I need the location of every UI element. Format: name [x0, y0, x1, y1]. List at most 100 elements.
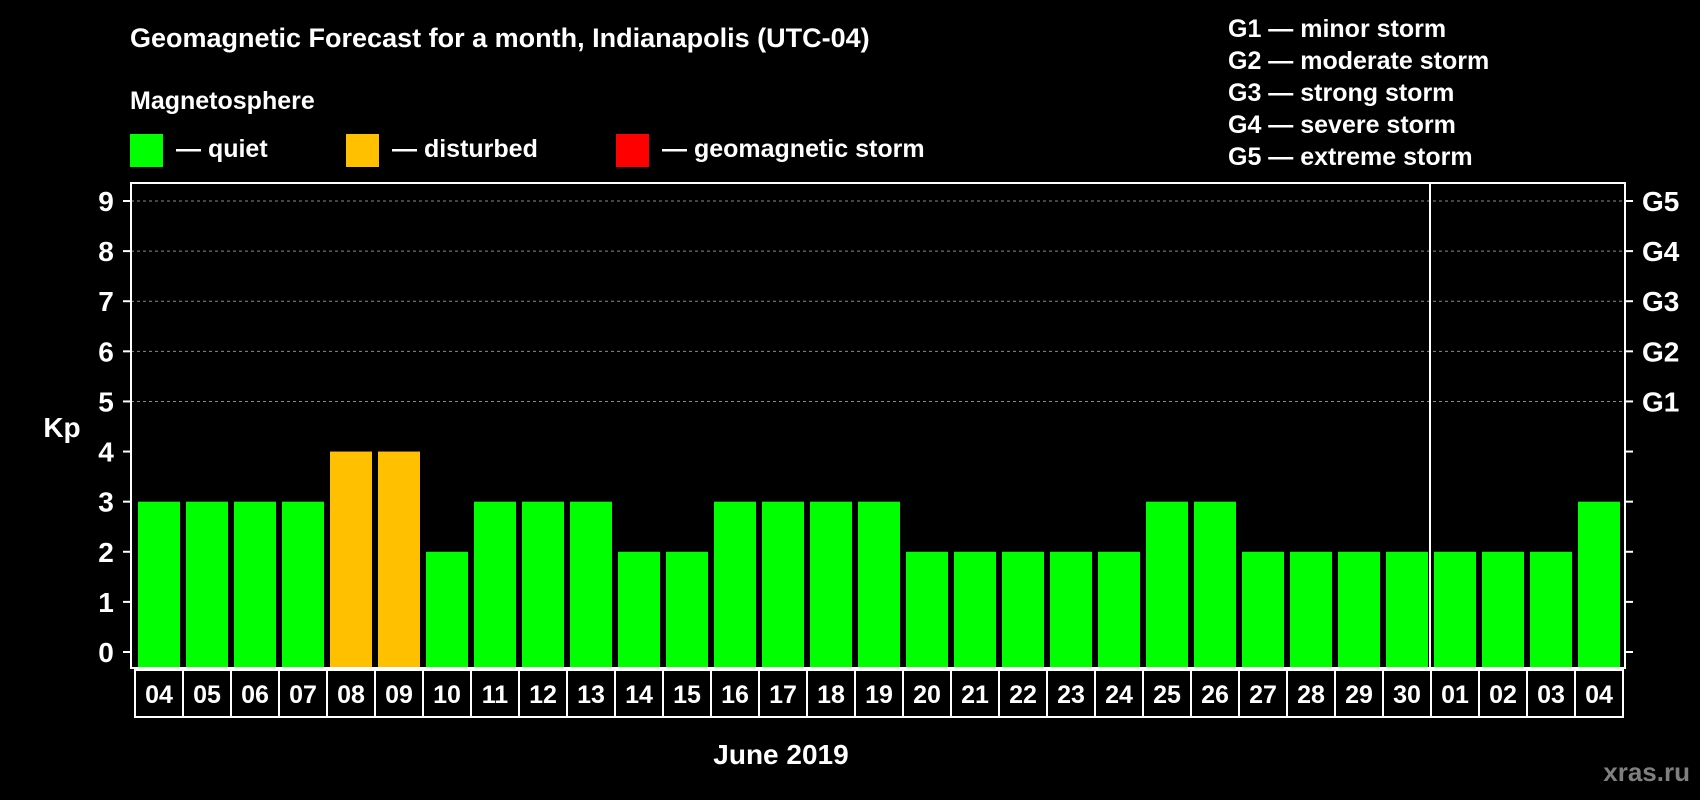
- storm-scale-legend: G1 — minor storm G2 — moderate storm G3 — …: [1228, 15, 1489, 171]
- date-label: 15: [673, 681, 701, 709]
- y-tick-label: 9: [98, 186, 114, 217]
- date-label: 16: [721, 681, 749, 709]
- date-cell: [1286, 669, 1336, 718]
- bar-28: [1482, 551, 1524, 668]
- g-level-label: G2: [1642, 336, 1679, 367]
- bar-22: [1194, 501, 1236, 668]
- date-cell: [182, 669, 232, 718]
- bar-6: [426, 551, 468, 668]
- date-label: 12: [529, 681, 557, 709]
- bar-15: [858, 501, 900, 668]
- date-label: 04: [145, 681, 173, 709]
- bar-1: [186, 501, 228, 668]
- date-cell: [1094, 669, 1144, 718]
- y-tick-label: 2: [98, 537, 114, 568]
- plot-frame: [130, 182, 1626, 669]
- date-cell: [1046, 669, 1096, 718]
- date-label: 24: [1105, 681, 1133, 709]
- storm-scale-item: G3 — strong storm: [1228, 79, 1454, 107]
- date-cell: [614, 669, 664, 718]
- date-label: 30: [1393, 681, 1421, 709]
- date-cell: [1574, 669, 1624, 718]
- legend-label-quiet: — quiet: [176, 135, 268, 163]
- date-label: 05: [193, 681, 221, 709]
- date-cell: [1190, 669, 1240, 718]
- date-label: 01: [1441, 681, 1469, 709]
- x-axis-label: June 2019: [713, 739, 848, 770]
- chart-title: Geomagnetic Forecast for a month, Indian…: [130, 23, 870, 53]
- bar-12: [714, 501, 756, 668]
- y-tick-label: 4: [98, 437, 114, 468]
- bar-5: [378, 451, 420, 668]
- y-tick-label: 8: [98, 236, 114, 267]
- storm-scale-item: G5 — extreme storm: [1228, 143, 1473, 171]
- chart-subtitle: Magnetosphere: [130, 87, 315, 115]
- y-tick-label: 3: [98, 487, 114, 518]
- status-legend: — quiet — disturbed — geomagnetic storm: [130, 134, 925, 167]
- bar-23: [1242, 551, 1284, 668]
- watermark: xras.ru: [1603, 757, 1690, 787]
- g-level-label: G3: [1642, 286, 1679, 317]
- date-cell: [566, 669, 616, 718]
- bar-30: [1578, 501, 1620, 668]
- date-cell: [230, 669, 280, 718]
- bar-27: [1434, 551, 1476, 668]
- g-level-label: G5: [1642, 186, 1679, 217]
- legend-label-storm: — geomagnetic storm: [662, 135, 925, 163]
- storm-scale-item: G2 — moderate storm: [1228, 47, 1489, 75]
- date-label: 14: [625, 681, 653, 709]
- y-tick-label: 0: [98, 637, 114, 668]
- legend-swatch-storm: [616, 134, 649, 167]
- date-cell: [278, 669, 328, 718]
- storm-scale-item: G4 — severe storm: [1228, 111, 1456, 139]
- plot-border: [130, 182, 1626, 669]
- bar-25: [1338, 551, 1380, 668]
- y-tick-label: 7: [98, 286, 114, 317]
- bar-2: [234, 501, 276, 668]
- date-label: 27: [1249, 681, 1277, 709]
- date-label: 10: [433, 681, 461, 709]
- legend-swatch-disturbed: [346, 134, 379, 167]
- bar-11: [666, 551, 708, 668]
- bar-16: [906, 551, 948, 668]
- date-label: 26: [1201, 681, 1229, 709]
- date-cell: [1478, 669, 1528, 718]
- bar-4: [330, 451, 372, 668]
- bar-8: [522, 501, 564, 668]
- bar-3: [282, 501, 324, 668]
- date-label: 08: [337, 681, 365, 709]
- date-label: 04: [1585, 681, 1613, 709]
- bar-24: [1290, 551, 1332, 668]
- y-axis-right: G1 G2 G3 G4 G5: [1625, 186, 1680, 653]
- date-label: 02: [1489, 681, 1517, 709]
- date-label: 21: [961, 681, 989, 709]
- bar-0: [138, 501, 180, 668]
- bar-18: [1002, 551, 1044, 668]
- bar-10: [618, 551, 660, 668]
- bar-19: [1050, 551, 1092, 668]
- date-label: 06: [241, 681, 269, 709]
- date-label: 28: [1297, 681, 1325, 709]
- date-label: 19: [865, 681, 893, 709]
- date-cell: [1142, 669, 1192, 718]
- date-label: 03: [1537, 681, 1565, 709]
- x-axis-date-labels: 04 05 06 07 08 09 10 11 12 13 14 15 16 17 18 19 20 21 22 23…: [134, 669, 1624, 718]
- date-label: 13: [577, 681, 605, 709]
- date-label: 20: [913, 681, 941, 709]
- date-label: 29: [1345, 681, 1373, 709]
- bar-26: [1386, 551, 1428, 668]
- date-cell: [374, 669, 424, 718]
- storm-scale-item: G1 — minor storm: [1228, 15, 1446, 43]
- date-label: 07: [289, 681, 317, 709]
- date-cell: [326, 669, 376, 718]
- date-label: 17: [769, 681, 797, 709]
- y-tick-label: 5: [98, 386, 114, 417]
- g-level-label: G1: [1642, 386, 1679, 417]
- date-label: 22: [1009, 681, 1037, 709]
- bar-17: [954, 551, 996, 668]
- legend-label-disturbed: — disturbed: [392, 135, 538, 163]
- g-level-label: G4: [1642, 236, 1680, 267]
- date-label: 18: [817, 681, 845, 709]
